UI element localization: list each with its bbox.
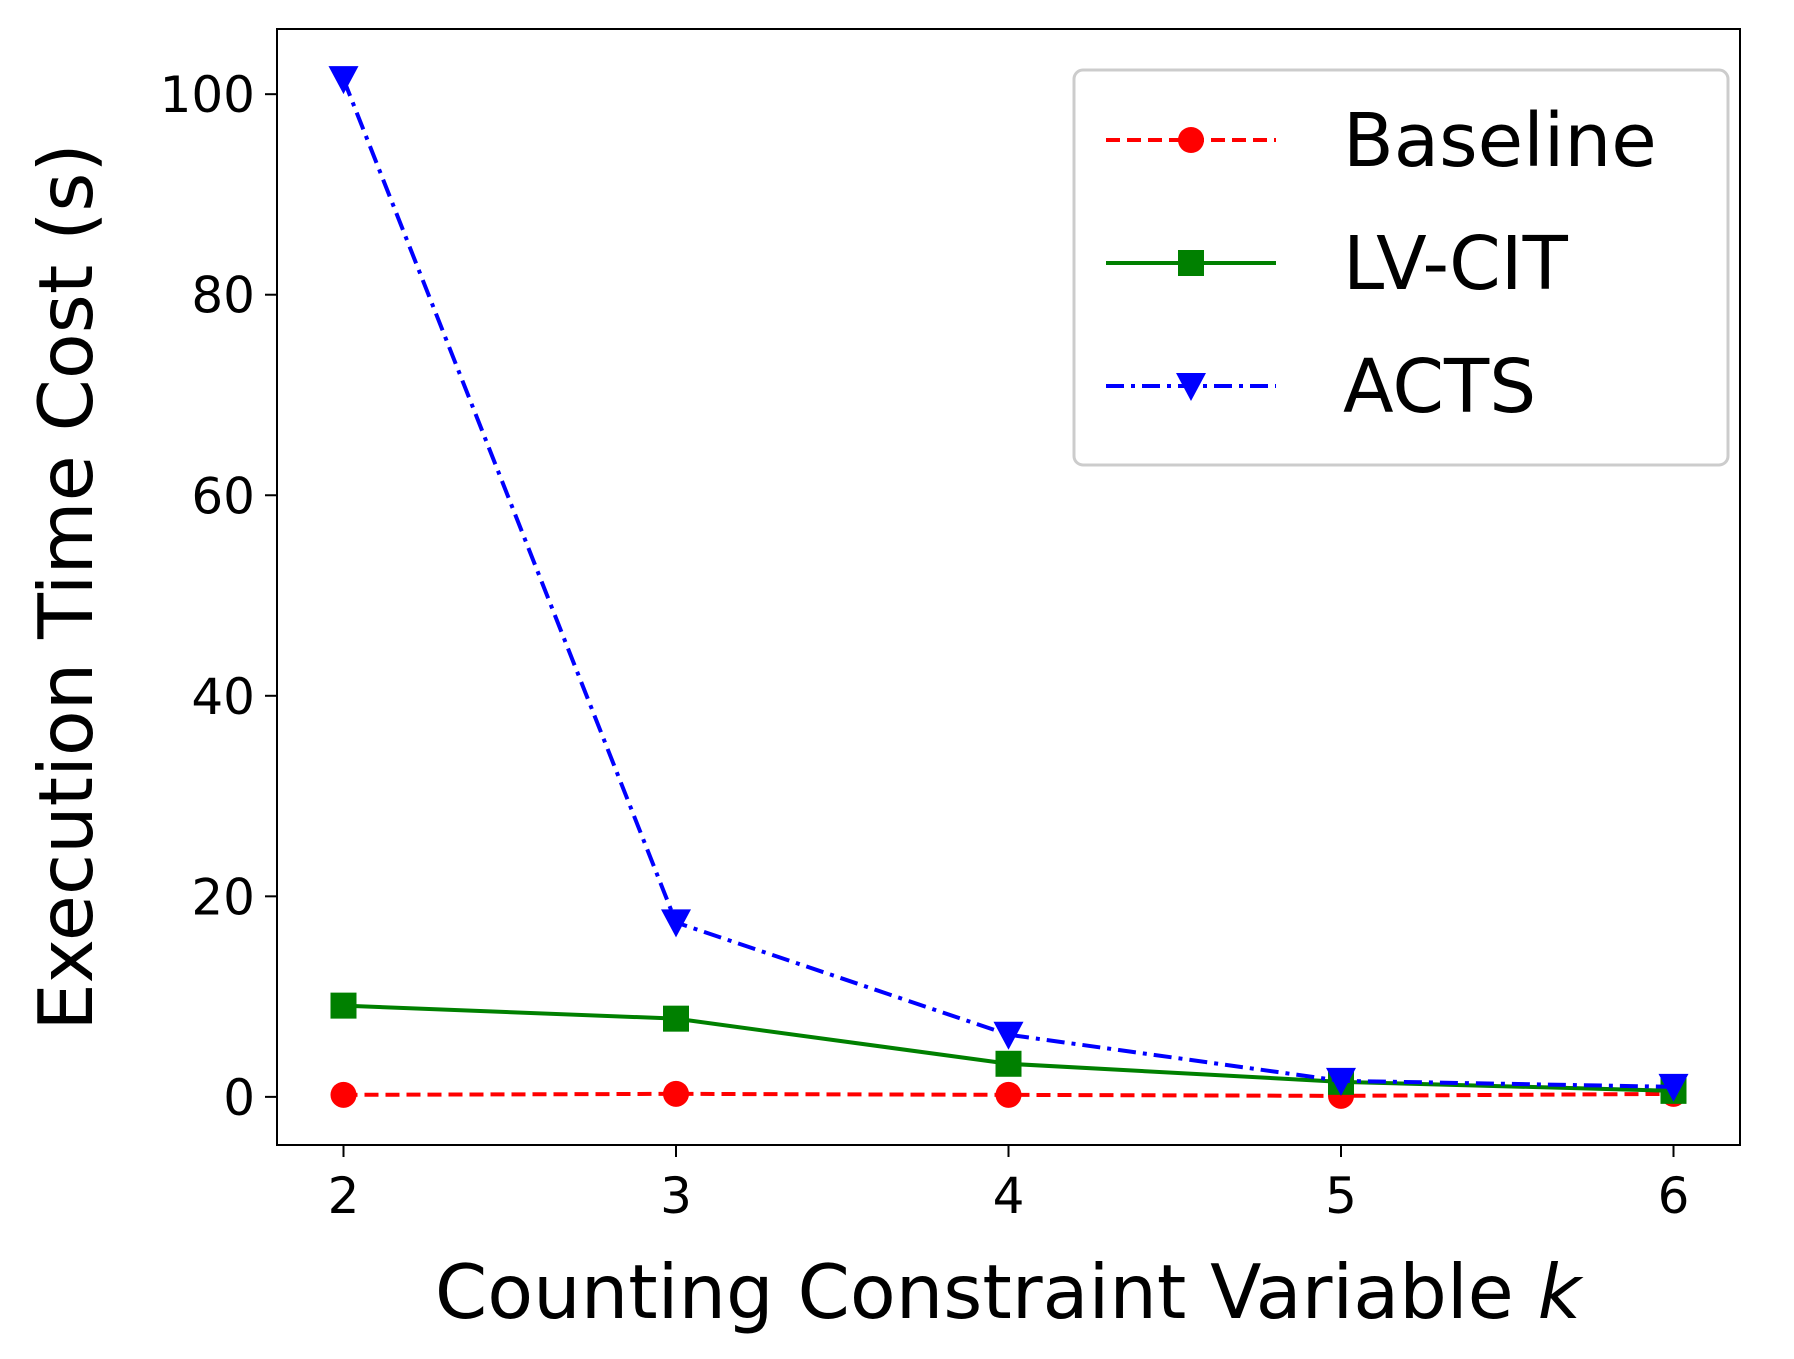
y-axis-ticks: 0 20 40 60 80 100 (160, 66, 277, 1127)
data-point (663, 1080, 689, 1107)
data-point (663, 1005, 689, 1032)
x-axis-ticks: 2 3 4 5 6 (328, 1145, 1690, 1225)
legend-frame (1072, 68, 1730, 467)
data-point (328, 66, 359, 95)
legend-label: LV-CIT (1343, 221, 1569, 307)
data-point (995, 1081, 1022, 1108)
data-point (995, 1050, 1022, 1077)
data-point (330, 1081, 357, 1108)
x-tick-label: 5 (1325, 1167, 1357, 1225)
data-point (993, 1021, 1024, 1050)
x-tick-label: 3 (660, 1167, 692, 1225)
legend-item-lv-cit: LV-CIT (1106, 221, 1569, 307)
series-layer (328, 66, 1689, 1109)
series-line (343, 1091, 1674, 1098)
series-line (341, 78, 1674, 1089)
x-axis-label: Counting Constraint Variable k (435, 1248, 1584, 1336)
y-tick-label: 40 (191, 668, 255, 726)
y-tick-label: 60 (191, 467, 255, 525)
data-point (330, 992, 357, 1019)
series-acts (328, 66, 1689, 1102)
legend-label: Baseline (1343, 98, 1657, 184)
x-tick-label: 2 (328, 1167, 360, 1225)
x-axis-label-variable: k (1538, 1248, 1584, 1336)
legend-marker (1178, 250, 1204, 276)
y-tick-label: 20 (191, 868, 255, 926)
data-point (661, 909, 691, 938)
y-tick-label: 100 (160, 66, 255, 124)
legend-label: ACTS (1343, 344, 1536, 430)
legend: Baseline LV-CIT ACTS (1072, 68, 1730, 467)
x-tick-label: 6 (1658, 1167, 1690, 1225)
x-axis-label-text: Counting Constraint Variable (435, 1248, 1514, 1336)
legend-marker (1176, 373, 1206, 401)
y-tick-label: 80 (191, 267, 255, 325)
legend-item-acts: ACTS (1106, 344, 1536, 430)
legend-item-baseline: Baseline (1106, 98, 1657, 184)
y-tick-label: 0 (223, 1069, 255, 1127)
y-axis-label: Execution Time Cost (s) (22, 143, 110, 1030)
data-point (1658, 1073, 1689, 1102)
data-point (1326, 1067, 1356, 1096)
x-tick-label: 4 (993, 1167, 1025, 1225)
legend-marker (1178, 127, 1204, 153)
